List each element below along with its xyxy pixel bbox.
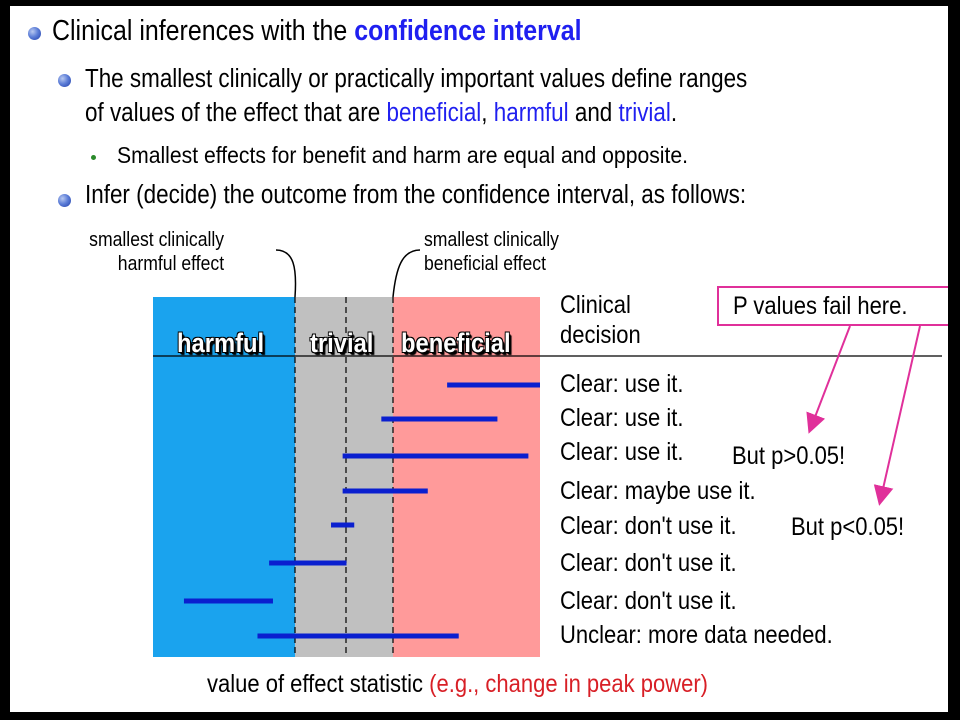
beneficial-threshold-label: smallest clinically beneficial effect bbox=[424, 228, 559, 276]
trivial-zone bbox=[295, 297, 393, 657]
bullet-icon bbox=[58, 74, 71, 87]
comma: , bbox=[481, 99, 494, 127]
bullet-heading: Clinical inferences with the confidence … bbox=[52, 15, 582, 48]
decision-text: Clear: use it. bbox=[560, 370, 684, 398]
term-harmful: harmful bbox=[493, 99, 569, 127]
decision-text: Clear: don't use it. bbox=[560, 512, 737, 540]
harm-label-pointer bbox=[275, 249, 297, 298]
term-trivial: trivial bbox=[618, 99, 671, 127]
harmful-zone bbox=[153, 297, 295, 657]
note-p-less: But p<0.05! bbox=[791, 513, 905, 541]
zone-label-harmful: harmful bbox=[177, 328, 265, 358]
harm-label-line-1: smallest clinically bbox=[89, 229, 225, 251]
definition-line-2: of values of the effect that are benefic… bbox=[85, 96, 747, 130]
arrow-to-p-greater bbox=[806, 325, 851, 434]
decision-text: Clear: use it. bbox=[560, 404, 684, 432]
benefit-label-line-1: smallest clinically bbox=[424, 229, 559, 251]
bullet-icon bbox=[58, 194, 71, 207]
sub-bullet-icon bbox=[91, 155, 96, 160]
decision-text: Clear: don't use it. bbox=[560, 549, 737, 577]
bullet-inference: Infer (decide) the outcome from the conf… bbox=[85, 181, 747, 209]
decision-text: Unclear: more data needed. bbox=[560, 621, 833, 649]
zone-label-trivial: trivial bbox=[310, 328, 374, 358]
bullet-definition: The smallest clinically or practically i… bbox=[85, 62, 747, 130]
benefit-label-pointer bbox=[392, 249, 421, 298]
pvalue-callout-text: P values fail here. bbox=[733, 292, 908, 320]
clinical-decision-header: Clinical decision bbox=[560, 290, 641, 350]
axis-example-text: (e.g., change in peak power) bbox=[429, 670, 708, 698]
sub-bullet-text: Smallest effects for benefit and harm ar… bbox=[117, 142, 689, 168]
beneficial-zone bbox=[393, 297, 540, 657]
confidence-interval-term: confidence interval bbox=[354, 15, 582, 47]
heading-text: Clinical inferences with the bbox=[52, 15, 355, 47]
definition-line-1: The smallest clinically or practically i… bbox=[85, 65, 748, 93]
harm-label-line-2: harmful effect bbox=[117, 253, 225, 275]
header-line-1: Clinical bbox=[560, 291, 631, 319]
and-text: and bbox=[568, 99, 619, 127]
slide: Clinical inferences with the confidence … bbox=[10, 6, 948, 712]
decision-text: Clear: use it. bbox=[560, 438, 684, 466]
effect-diagram bbox=[153, 249, 942, 657]
note-p-greater: But p>0.05! bbox=[732, 442, 846, 470]
period: . bbox=[670, 99, 678, 127]
axis-label: value of effect statistic (e.g., change … bbox=[207, 670, 708, 699]
pvalue-callout: P values fail here. bbox=[717, 286, 948, 326]
zone-label-beneficial: beneficial bbox=[401, 328, 511, 358]
decision-text: Clear: maybe use it. bbox=[560, 477, 756, 505]
bullet-icon bbox=[28, 27, 41, 40]
benefit-label-line-2: beneficial effect bbox=[424, 253, 546, 275]
harmful-threshold-label: smallest clinically harmful effect bbox=[87, 228, 224, 276]
term-beneficial: beneficial bbox=[386, 99, 482, 127]
decision-text: Clear: don't use it. bbox=[560, 587, 737, 615]
header-line-2: decision bbox=[560, 321, 641, 349]
definition-text: of values of the effect that are bbox=[85, 99, 387, 127]
arrow-to-p-less bbox=[873, 325, 921, 506]
axis-label-text: value of effect statistic bbox=[207, 670, 424, 698]
